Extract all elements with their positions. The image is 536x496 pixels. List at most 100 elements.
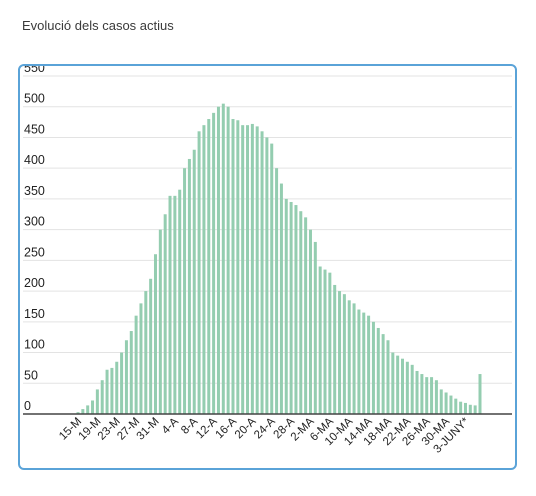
bar (275, 168, 279, 414)
bar (187, 158, 191, 414)
bar (439, 389, 443, 414)
bar (212, 112, 216, 414)
x-tick-label: 31-M (135, 416, 162, 443)
bar (371, 321, 375, 414)
bar (473, 405, 477, 414)
bar (236, 120, 240, 414)
y-tick-label: 250 (24, 245, 45, 259)
y-tick-label: 350 (24, 184, 45, 198)
bar (333, 284, 337, 414)
y-tick-label: 150 (24, 307, 45, 321)
bar (463, 402, 467, 414)
bar (105, 369, 109, 414)
bar (178, 189, 182, 414)
bar (454, 398, 458, 414)
bar (284, 198, 288, 414)
bar (207, 119, 211, 414)
bar (323, 269, 327, 414)
bar (357, 309, 361, 414)
bar (91, 400, 95, 414)
y-tick-label: 50 (24, 368, 38, 382)
bar (376, 327, 380, 414)
bar (134, 315, 138, 414)
bar (405, 361, 409, 414)
bar (279, 183, 283, 414)
bar (318, 266, 322, 414)
y-tick-label: 200 (24, 276, 45, 290)
bar (168, 195, 172, 414)
bar (149, 278, 153, 414)
bar (265, 137, 269, 414)
bar (270, 143, 274, 414)
bar (294, 205, 298, 414)
bar (86, 405, 90, 414)
bar (260, 131, 264, 414)
page-title: Evolució dels casos actius (22, 18, 174, 33)
bar (304, 217, 308, 414)
x-tick-label: 24-A (252, 415, 278, 441)
bar (231, 119, 235, 414)
bar-chart: 05010015020025030035040045050055015-M19-… (23, 66, 512, 456)
bar (459, 401, 463, 414)
bar (430, 377, 434, 414)
y-tick-label: 550 (24, 66, 45, 75)
bar (391, 352, 395, 414)
bar (449, 395, 453, 414)
bar (468, 404, 472, 414)
bar (289, 201, 293, 414)
y-tick-label: 300 (24, 215, 45, 229)
bar (362, 312, 366, 414)
bar (381, 334, 385, 414)
bar (197, 131, 201, 414)
bar (352, 303, 356, 414)
bar (100, 380, 104, 414)
bar (158, 229, 162, 414)
bar (115, 361, 119, 414)
bar (347, 300, 351, 414)
bar (478, 374, 482, 414)
bar (139, 303, 143, 414)
y-tick-label: 0 (24, 399, 31, 413)
bar (192, 149, 196, 414)
bar (255, 126, 259, 414)
bar (328, 272, 332, 414)
bar (313, 241, 317, 414)
bar (444, 392, 448, 414)
y-tick-label: 450 (24, 122, 45, 136)
bar (401, 358, 404, 414)
bar (250, 123, 254, 415)
bar (342, 294, 346, 414)
y-tick-label: 400 (24, 153, 45, 167)
bar (144, 291, 148, 414)
x-tick-label: 16-A (213, 415, 239, 441)
x-tick-label: 4-A (160, 415, 181, 436)
chart-container: 0 50 100 150 200 250 300 350 400 450 500 550 15-M 19-… (18, 64, 517, 470)
bar (246, 125, 250, 414)
bar (410, 364, 414, 414)
bar (420, 374, 424, 414)
bar (183, 168, 187, 414)
bar (308, 229, 312, 414)
bar (434, 380, 438, 414)
bar (226, 106, 230, 415)
bar (76, 412, 80, 414)
bar (95, 389, 99, 414)
bar (415, 370, 419, 414)
bar (367, 315, 371, 414)
bar (338, 291, 342, 414)
bar (110, 367, 114, 414)
bar (425, 377, 429, 414)
y-tick-label: 500 (24, 92, 45, 106)
bar (81, 409, 85, 414)
x-tick-label: 12-A (194, 415, 220, 441)
bar (221, 103, 225, 415)
bar (299, 211, 303, 414)
bar (216, 106, 220, 415)
x-tick-label: 20-A (233, 415, 259, 441)
bar (386, 340, 390, 414)
bar (129, 331, 133, 414)
bar (241, 125, 245, 414)
bar (396, 355, 400, 414)
bar (124, 340, 128, 414)
bar (163, 214, 167, 414)
